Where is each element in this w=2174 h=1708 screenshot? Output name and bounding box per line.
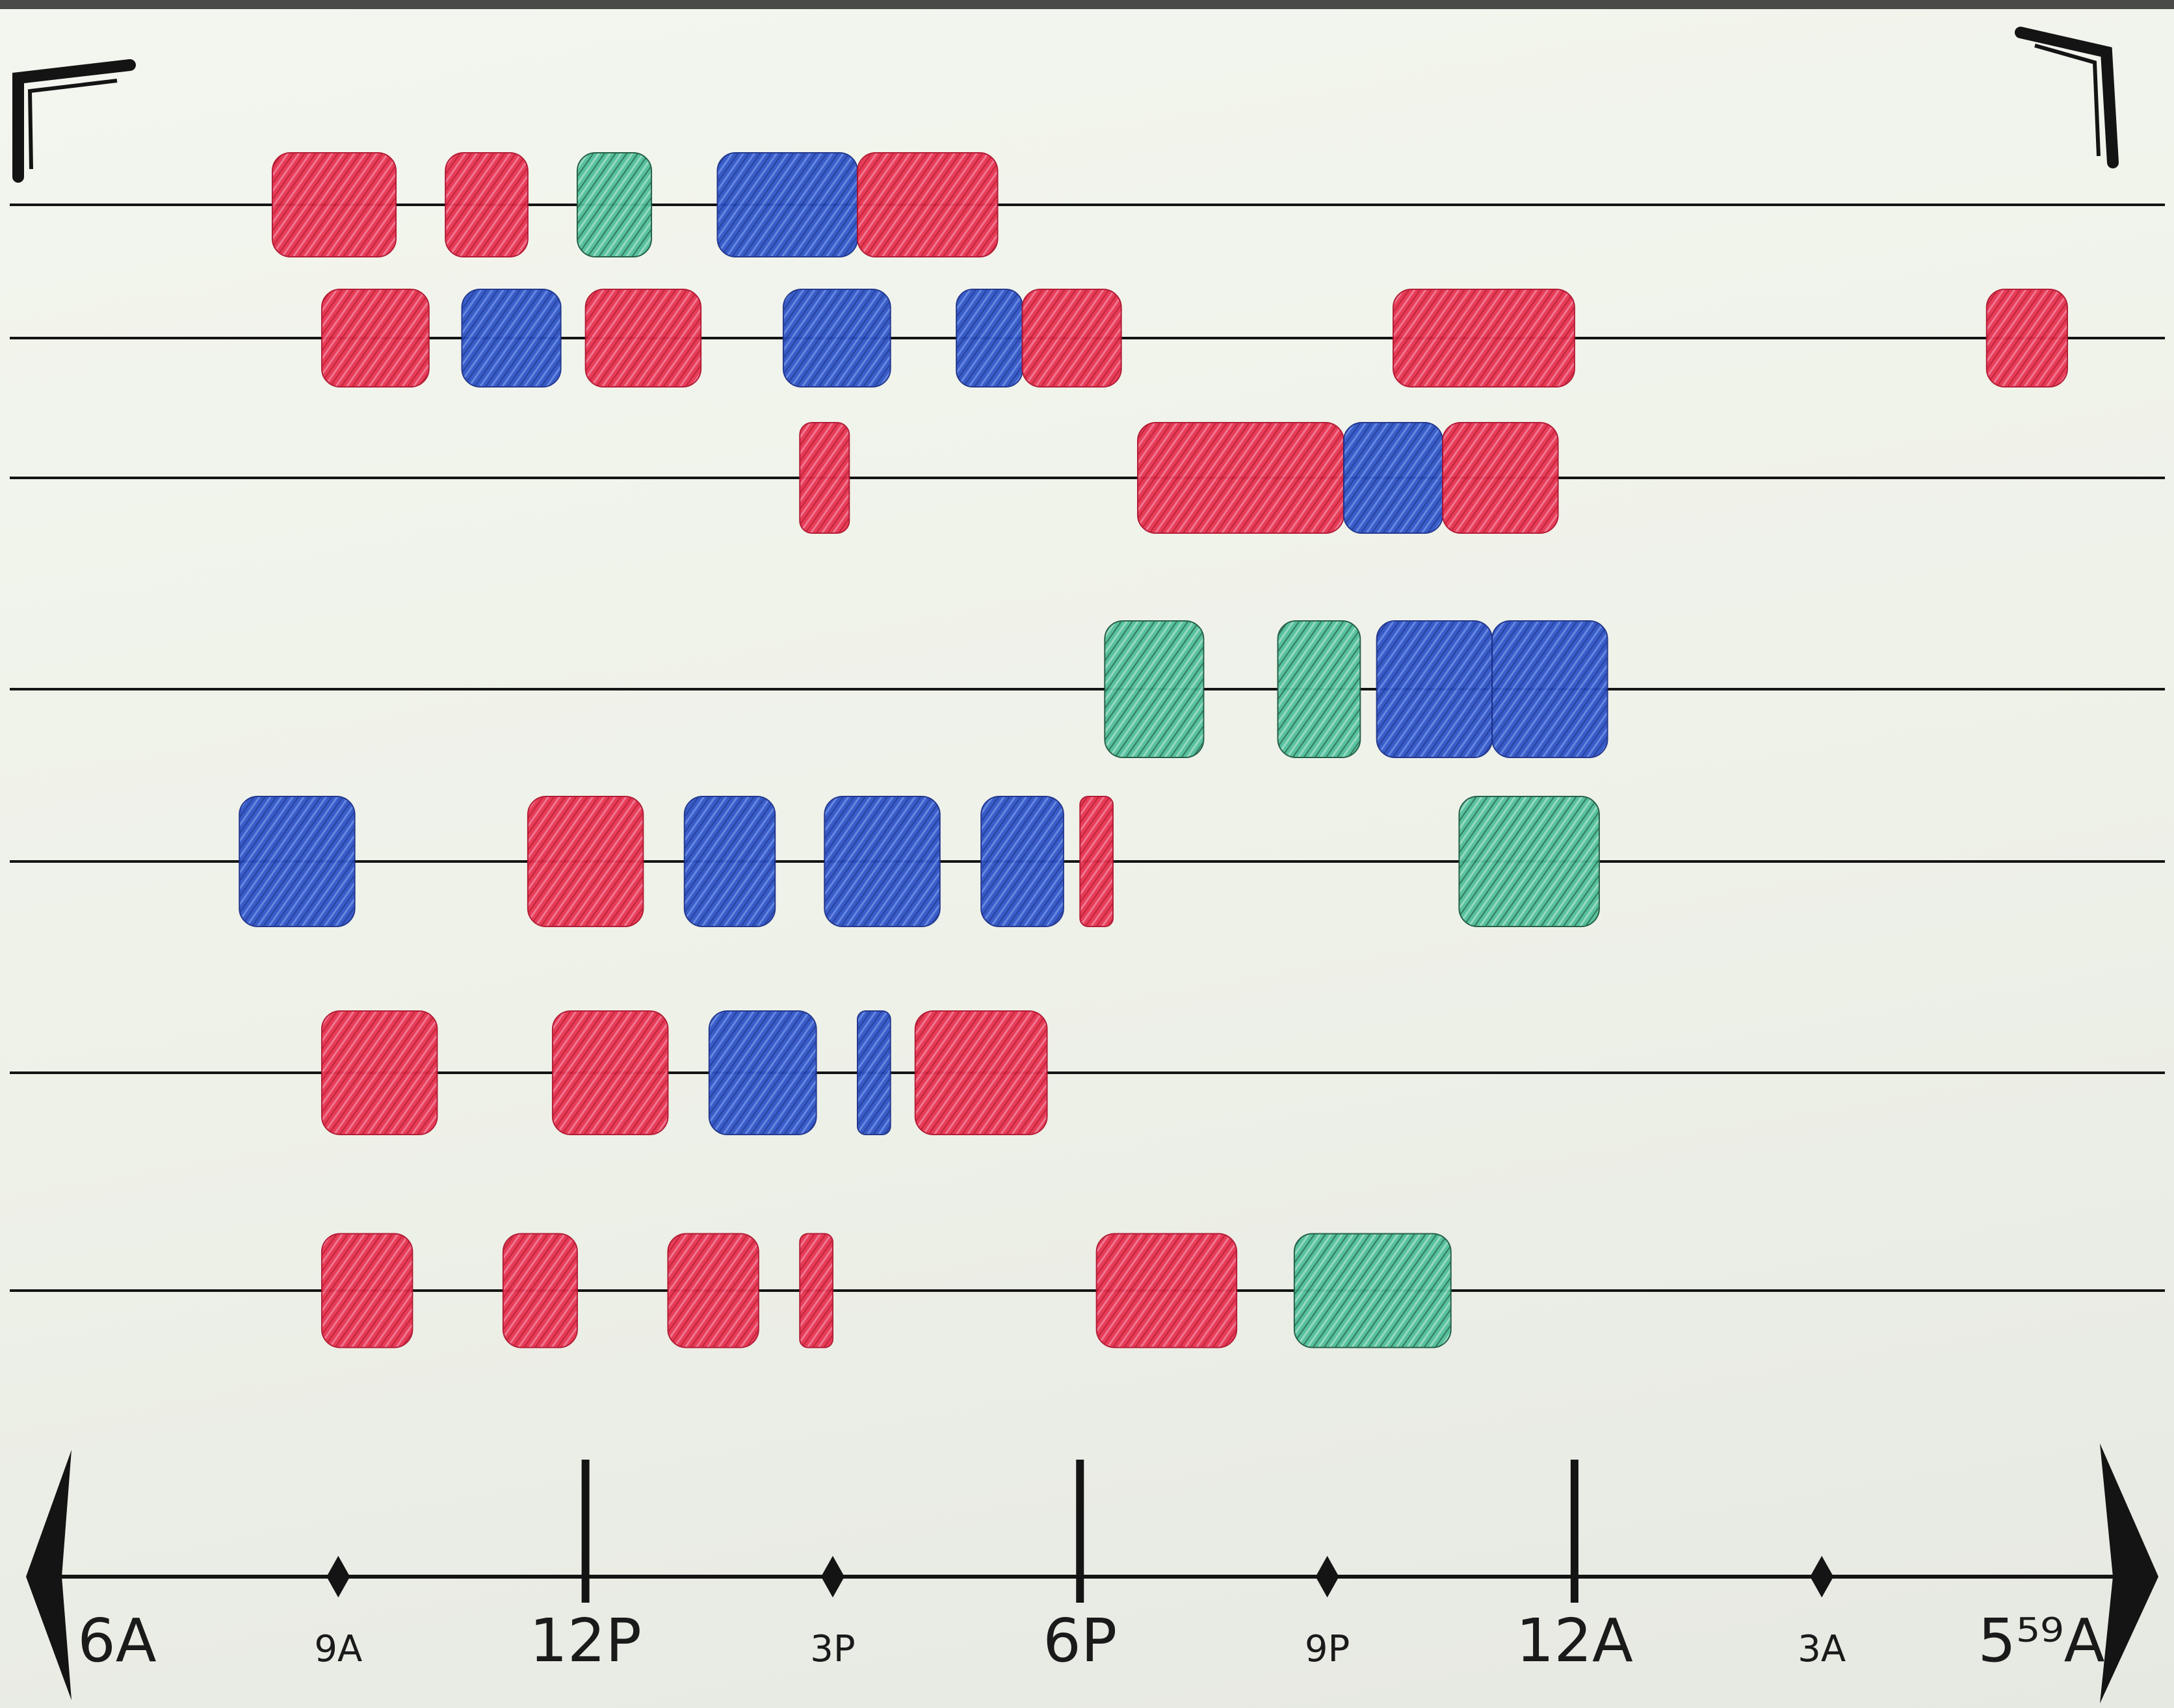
timeline-row	[10, 152, 2165, 257]
axis-tick-label: 5⁵⁹A	[1978, 1606, 2104, 1675]
activity-block-blue	[1491, 620, 1608, 758]
axis-tick-label: 6P	[1043, 1606, 1117, 1675]
axis-tick-label: 3P	[810, 1628, 855, 1670]
axis-tick-label: 12A	[1516, 1606, 1633, 1675]
axis-tick-label: 6A	[77, 1606, 157, 1675]
minor-tick-diamond	[820, 1556, 845, 1597]
activity-block-red	[1393, 289, 1575, 388]
timeline-row	[10, 1010, 2165, 1135]
activity-block-red	[799, 1233, 833, 1348]
timeline-row	[10, 289, 2165, 388]
activity-block-red	[1985, 289, 2069, 388]
activity-block-red	[321, 1010, 438, 1135]
activity-block-red	[321, 1233, 413, 1348]
activity-block-red	[799, 422, 850, 534]
axis-tick-label: 9P	[1305, 1628, 1350, 1670]
activity-block-green	[1458, 796, 1600, 927]
activity-block-blue	[716, 152, 858, 257]
photo-top-edge	[0, 0, 2174, 9]
activity-block-green	[1104, 620, 1205, 758]
activity-block-blue	[1376, 620, 1493, 758]
activity-block-red	[1095, 1233, 1238, 1348]
activity-block-red	[502, 1233, 578, 1348]
axis-left-arrow	[26, 1450, 72, 1700]
activity-block-red	[1137, 422, 1344, 534]
activity-block-red	[584, 289, 702, 388]
top-left-corner-bracket	[12, 59, 136, 183]
activity-block-red	[271, 152, 397, 257]
activity-block-red	[667, 1233, 759, 1348]
activity-block-blue	[956, 289, 1023, 388]
activity-block-blue	[824, 796, 941, 927]
time-axis: 6A 9A 12P 3P 6P 9P 12A 3A 5⁵⁹A	[26, 1443, 2158, 1703]
timeline-row	[10, 1233, 2165, 1348]
timeline-row	[10, 422, 2165, 534]
activity-block-red	[551, 1010, 669, 1135]
activity-block-red	[856, 152, 999, 257]
activity-block-red	[321, 289, 430, 388]
activity-block-red	[914, 1010, 1048, 1135]
axis-tick-label: 12P	[529, 1606, 642, 1675]
minor-tick-diamond	[326, 1556, 350, 1597]
activity-block-green	[1293, 1233, 1452, 1348]
activity-block-red	[527, 796, 644, 927]
axis-tick-label: 3A	[1798, 1628, 1846, 1670]
activity-block-blue	[461, 289, 562, 388]
activity-block-red	[1442, 422, 1559, 534]
activity-block-red	[1021, 289, 1122, 388]
activity-block-blue	[683, 796, 776, 927]
activity-block-green	[1277, 620, 1361, 758]
activity-block-blue	[980, 796, 1064, 927]
activity-block-red	[1079, 796, 1114, 927]
activity-block-green	[576, 152, 653, 257]
timeline-row	[10, 796, 2165, 927]
activity-block-blue	[1342, 422, 1444, 534]
axis-tick-label: 9A	[314, 1628, 362, 1670]
rows-layer	[10, 152, 2165, 1348]
activity-block-blue	[782, 289, 891, 388]
axis-right-arrow	[2100, 1443, 2158, 1703]
activity-block-red	[445, 152, 529, 257]
minor-tick-diamond	[1810, 1556, 1834, 1597]
activity-block-blue	[708, 1010, 817, 1135]
activity-block-blue	[239, 796, 356, 927]
minor-tick-diamond	[1315, 1556, 1339, 1597]
timeline-row	[10, 620, 2165, 758]
top-right-corner-bracket	[2015, 27, 2119, 168]
activity-block-blue	[856, 1010, 891, 1135]
